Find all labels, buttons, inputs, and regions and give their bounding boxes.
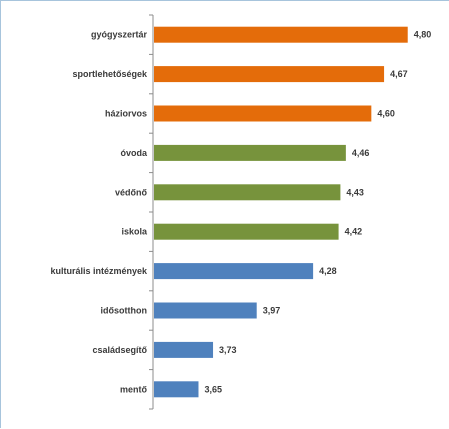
category-label: iskola [121, 227, 148, 237]
value-label: 3,65 [204, 384, 222, 394]
category-label: kulturális intézmények [50, 266, 148, 276]
value-label: 3,73 [219, 345, 237, 355]
value-label: 4,43 [346, 187, 364, 197]
value-label: 3,97 [263, 306, 281, 316]
value-label: 4,67 [390, 69, 408, 79]
bar [154, 302, 257, 319]
bar [154, 223, 339, 240]
category-label: idősotthon [101, 306, 148, 316]
bar [154, 26, 408, 43]
category-label: gyógyszertár [91, 30, 148, 40]
bar [154, 105, 372, 122]
bar [154, 341, 214, 358]
category-label: mentő [120, 384, 148, 394]
value-label: 4,60 [377, 109, 395, 119]
bar [154, 263, 314, 280]
value-label: 4,28 [319, 266, 337, 276]
category-label: óvoda [120, 148, 147, 158]
category-label: háziorvos [105, 109, 147, 119]
value-label: 4,46 [352, 148, 370, 158]
value-label: 4,80 [414, 30, 432, 40]
bar [154, 184, 341, 201]
category-label: sportlehetőségek [72, 69, 148, 79]
bar [154, 144, 346, 161]
category-label: védőnő [115, 187, 148, 197]
category-label: családsegítő [92, 345, 147, 355]
bar [154, 381, 199, 398]
bar [154, 66, 385, 83]
value-label: 4,42 [345, 227, 363, 237]
